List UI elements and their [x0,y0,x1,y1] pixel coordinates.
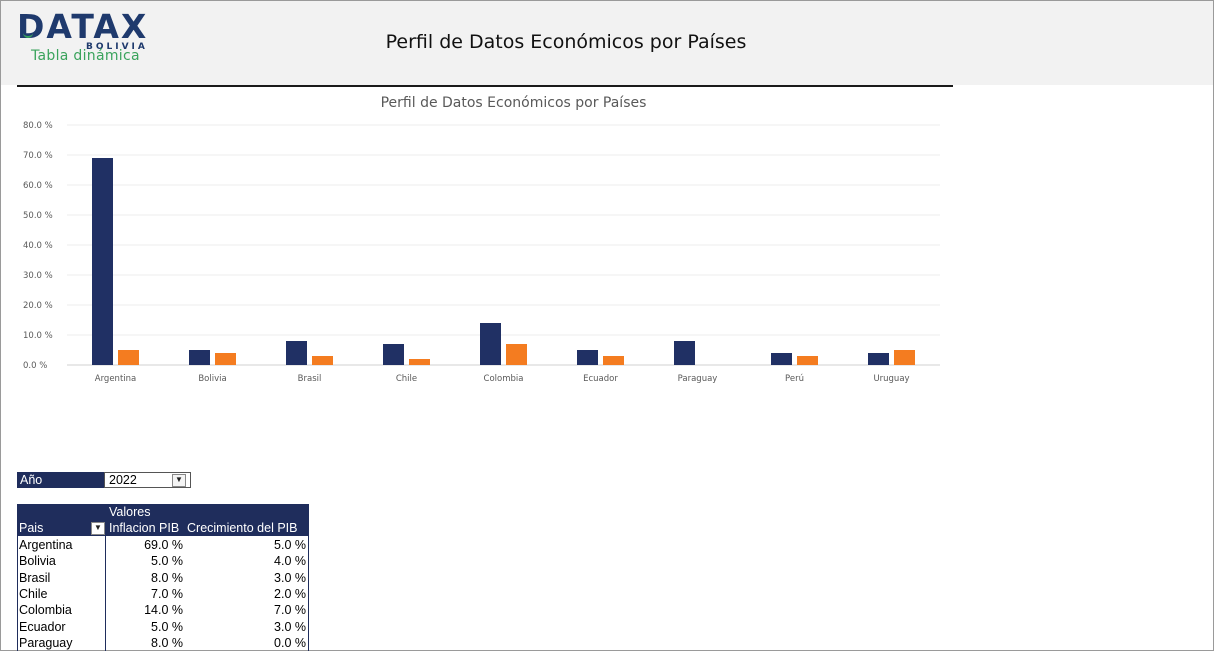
bar-crecimiento-uruguay[interactable] [894,350,915,365]
pivot-cell-pais: Chile [19,586,48,601]
x-tick-label: Brasil [298,374,322,384]
pivot-col-inflacion: Inflacion PIB [109,521,180,535]
logo-subtext: BOLIVIA [86,42,148,52]
bar-inflacion-uruguay[interactable] [868,353,889,365]
pivot-border [17,536,18,651]
pais-filter-dropdown-icon[interactable]: ▼ [91,522,105,535]
pivot-row: Argentina 69.0 % 5.0 % [17,537,309,553]
pivot-cell-crecimiento: 7.0 % [274,603,306,618]
x-tick-label: Paraguay [678,374,718,384]
bar-inflacion-bolivia[interactable] [189,350,210,365]
pivot-cell-crecimiento: 5.0 % [274,538,306,552]
pivot-values-label: Valores [109,505,151,519]
logo-swoosh-icon [23,30,33,38]
pivot-cell-crecimiento: 0.0 % [274,635,306,650]
pivot-values-header: Valores [17,504,309,520]
datax-logo: DATAX BOLIVIA Tabla dinámica [17,9,157,69]
chart-gridlines [67,124,940,366]
chart-bars [92,158,915,365]
y-tick-label: 20.0 % [23,301,53,311]
pivot-cell-crecimiento: 4.0 % [274,554,306,569]
y-tick-label: 50.0 % [23,211,53,221]
bar-inflacion-ecuador[interactable] [577,350,598,365]
pivot-cell-pais: Colombia [19,603,72,618]
pivot-row: Bolivia 5.0 % 4.0 % [17,553,309,569]
report-header: DATAX BOLIVIA Tabla dinámica Perfil de D… [1,1,1213,85]
pivot-cell-crecimiento: 2.0 % [274,586,306,601]
pivot-border [105,536,106,651]
pivot-cell-inflacion: 8.0 % [151,635,183,650]
pivot-row: Paraguay 8.0 % 0.0 % [17,635,309,651]
x-tick-label: Colombia [484,374,524,384]
pivot-cell-inflacion: 5.0 % [151,554,183,569]
x-tick-label: Argentina [95,374,136,384]
bar-inflacion-perú[interactable] [771,353,792,365]
x-tick-label: Perú [785,374,804,384]
pivot-cell-crecimiento: 3.0 % [274,619,306,634]
bar-inflacion-paraguay[interactable] [674,341,695,365]
pivot-cell-pais: Paraguay [19,635,73,650]
y-tick-label: 80.0 % [23,121,53,131]
y-tick-label: 10.0 % [23,331,53,341]
bar-crecimiento-ecuador[interactable] [603,356,624,365]
bar-crecimiento-brasil[interactable] [312,356,333,365]
page-title: Perfil de Datos Económicos por Países [385,31,747,53]
year-filter-label: Año [17,472,106,488]
y-tick-label: 70.0 % [23,151,53,161]
pivot-col-pais: Pais [19,521,44,535]
bar-inflacion-argentina[interactable] [92,158,113,365]
pivot-cell-pais: Argentina [19,538,73,552]
pivot-column-headers: Pais ▼ Inflacion PIB Crecimiento del PIB [17,520,309,536]
bar-crecimiento-argentina[interactable] [118,350,139,365]
logo-tagline: Tabla dinámica [31,48,140,64]
bar-inflacion-chile[interactable] [383,344,404,365]
pivot-cell-inflacion: 14.0 % [144,603,183,618]
pivot-cell-pais: Ecuador [19,619,66,634]
pivot-cell-inflacion: 69.0 % [144,538,183,552]
bar-crecimiento-chile[interactable] [409,359,430,365]
x-axis-ticks: Argentina Bolivia Brasil Chile Colombia Ecuad… [95,374,910,384]
bar-crecimiento-perú[interactable] [797,356,818,365]
y-tick-label: 0.0 % [23,361,47,371]
x-tick-label: Bolivia [198,374,226,384]
pivot-cell-pais: Brasil [19,570,51,585]
pivot-cell-inflacion: 5.0 % [151,619,183,634]
y-tick-label: 60.0 % [23,181,53,191]
bar-inflacion-colombia[interactable] [480,323,501,365]
bar-chart[interactable]: Perfil de Datos Económicos por Países 0.… [17,88,953,388]
pivot-row: Ecuador 5.0 % 3.0 % [17,619,309,635]
pivot-row: Chile 7.0 % 2.0 % [17,586,309,602]
header-divider [17,85,953,87]
year-filter-value[interactable]: 2022 [104,472,191,488]
pivot-cell-crecimiento: 3.0 % [274,570,306,585]
x-tick-label: Ecuador [583,374,618,384]
y-axis-ticks: 0.0 % 10.0 % 20.0 % 30.0 % 40.0 % 50.0 % 60.0 … [23,121,53,371]
pivot-cell-inflacion: 7.0 % [151,586,183,601]
filter-dropdown-icon[interactable]: ▼ [172,474,186,487]
y-tick-label: 30.0 % [23,271,53,281]
bar-crecimiento-bolivia[interactable] [215,353,236,365]
pivot-cell-pais: Bolivia [19,554,56,569]
pivot-col-crecimiento: Crecimiento del PIB [187,521,298,535]
chart-title: Perfil de Datos Económicos por Países [381,95,647,111]
pivot-cell-inflacion: 8.0 % [151,570,183,585]
pivot-row: Colombia 14.0 % 7.0 % [17,602,309,618]
bar-crecimiento-colombia[interactable] [506,344,527,365]
x-tick-label: Chile [396,374,417,384]
pivot-border [308,536,309,651]
y-tick-label: 40.0 % [23,241,53,251]
pivot-row: Brasil 8.0 % 3.0 % [17,570,309,586]
x-tick-label: Uruguay [873,374,909,384]
logo-text: DATAX [17,7,149,46]
bar-inflacion-brasil[interactable] [286,341,307,365]
